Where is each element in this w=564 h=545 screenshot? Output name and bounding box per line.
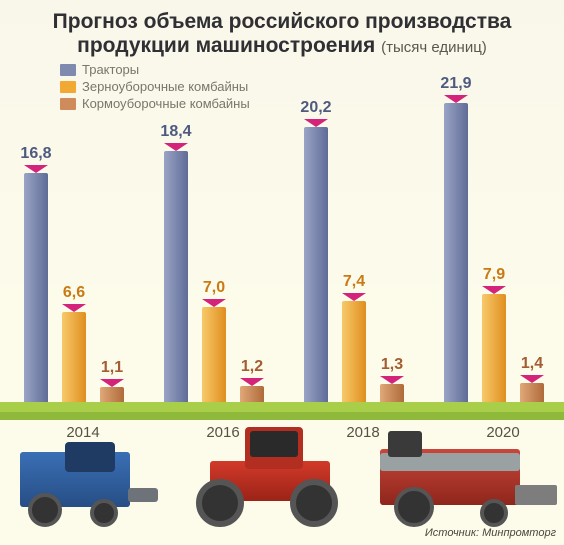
bar-value-label: 18,4 [156,123,196,141]
x-axis: 2014 2016 2018 2020 [0,402,564,446]
bar-value-label: 20,2 [296,99,336,117]
bar [24,173,48,402]
bar-value-label: 1,4 [512,355,552,373]
arrow-marker [304,119,328,127]
arrow-marker [202,299,226,307]
title-units: (тысяч единиц) [381,39,487,56]
arrow-marker [24,165,48,173]
bar [520,383,544,402]
arrow-marker [100,379,124,387]
bar [240,386,264,402]
bar-group: 20,2 7,4 1,3 [298,62,428,402]
bar-value-label: 7,9 [474,266,514,284]
x-axis-label: 2018 [298,424,428,441]
x-axis-label: 2020 [438,424,564,441]
chart-area: 16,8 6,6 1,1 18,4 7,0 1,2 20,2 7,4 1,3 21,9 7,9 1,4 [0,62,564,402]
bar [62,312,86,402]
x-axis-label: 2016 [158,424,288,441]
axis-stripe [0,412,564,420]
bar [444,103,468,402]
bar-value-label: 6,6 [54,284,94,302]
source-attribution: Источник: Минпромторг [425,527,556,539]
axis-stripe [0,402,564,412]
title-line-1: Прогноз объема российского производства [12,10,552,34]
bar-group: 16,8 6,6 1,1 [18,62,148,402]
bar [304,127,328,402]
bar [100,387,124,402]
bar-value-label: 7,0 [194,279,234,297]
bar [164,151,188,402]
arrow-marker [164,143,188,151]
bar-value-label: 21,9 [436,75,476,93]
bar-value-label: 16,8 [16,145,56,163]
bar-value-label: 1,3 [372,356,412,374]
arrow-marker [240,378,264,386]
bar [202,307,226,402]
arrow-marker [62,304,86,312]
bar [342,301,366,402]
bar-value-label: 1,2 [232,358,272,376]
arrow-marker [444,95,468,103]
bar-group: 21,9 7,9 1,4 [438,62,564,402]
bar [380,384,404,402]
x-axis-labels: 2014 2016 2018 2020 [0,424,564,446]
bar-group: 18,4 7,0 1,2 [158,62,288,402]
arrow-marker [380,376,404,384]
arrow-marker [342,293,366,301]
bar [482,294,506,402]
arrow-marker [482,286,506,294]
bar-value-label: 7,4 [334,273,374,291]
title-line-2: продукции машиностроения (тысяч единиц) [12,34,552,58]
chart-title: Прогноз объема российского производства … [0,0,564,62]
x-axis-label: 2014 [18,424,148,441]
arrow-marker [520,375,544,383]
bar-value-label: 1,1 [92,359,132,377]
